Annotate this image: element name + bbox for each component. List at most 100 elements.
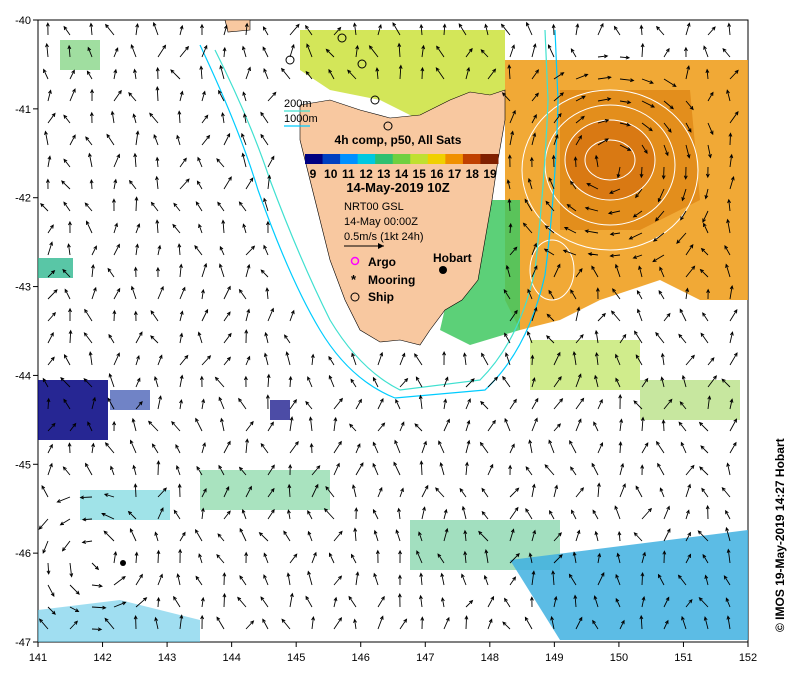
current-arrow — [89, 178, 94, 190]
current-arrow — [633, 330, 643, 344]
current-arrow — [354, 507, 359, 520]
current-arrow — [587, 252, 599, 257]
current-arrow — [113, 47, 119, 58]
current-arrow — [101, 512, 115, 520]
current-arrow — [64, 288, 71, 300]
current-arrow — [527, 288, 533, 300]
current-arrow — [307, 530, 313, 542]
current-arrow — [597, 552, 602, 564]
current-arrow — [67, 44, 72, 58]
current-arrow — [263, 244, 269, 256]
current-arrow — [465, 378, 475, 388]
current-arrow — [377, 615, 384, 630]
current-arrow — [723, 575, 731, 586]
current-arrow — [107, 397, 115, 410]
current-arrow — [685, 243, 694, 256]
current-arrow — [641, 596, 646, 608]
current-arrow — [663, 47, 670, 58]
current-arrow — [285, 351, 291, 366]
current-arrow — [133, 266, 138, 278]
current-arrow — [616, 166, 621, 179]
current-arrow — [683, 166, 688, 180]
current-arrow — [113, 287, 121, 300]
current-arrow — [47, 311, 57, 322]
current-arrow — [47, 332, 54, 344]
lon-tick-label: 148 — [481, 652, 499, 664]
current-arrow — [201, 507, 205, 520]
current-arrow — [487, 68, 497, 80]
current-arrow — [219, 64, 225, 80]
current-arrow — [702, 312, 709, 322]
current-arrow — [69, 562, 74, 578]
current-vectors — [38, 21, 739, 632]
colorbar-swatch — [445, 154, 464, 164]
current-arrow — [662, 550, 667, 564]
current-arrow — [267, 487, 275, 498]
current-arrow — [198, 553, 203, 564]
current-arrow — [239, 575, 247, 586]
current-arrow — [258, 531, 269, 542]
current-arrow — [263, 552, 269, 564]
current-arrow — [700, 445, 709, 454]
current-arrow — [465, 439, 471, 454]
current-arrow — [355, 443, 361, 454]
current-arrow — [703, 222, 709, 234]
current-arrow — [328, 355, 335, 366]
current-arrow — [243, 375, 248, 388]
colorbar-tick-label: 14 — [395, 167, 409, 181]
current-arrow — [685, 598, 693, 608]
current-arrow — [260, 596, 269, 608]
current-arrow — [685, 65, 691, 80]
current-arrow — [443, 508, 448, 520]
current-arrow — [156, 266, 160, 278]
current-arrow — [725, 263, 731, 278]
current-arrow — [597, 312, 606, 322]
current-arrow — [614, 263, 621, 278]
current-arrow — [333, 397, 343, 410]
current-arrow — [91, 286, 97, 300]
current-arrow — [47, 443, 53, 454]
current-arrow — [91, 583, 103, 588]
lon-tick-label: 150 — [610, 652, 628, 664]
current-arrow — [110, 465, 115, 476]
current-arrow — [575, 23, 580, 36]
current-arrow — [69, 69, 75, 80]
credit-text: © IMOS 19-May-2019 14:27 Hobart — [773, 438, 787, 632]
current-arrow — [685, 354, 695, 366]
lon-tick-label: 143 — [158, 652, 176, 664]
current-arrow — [103, 530, 115, 542]
current-arrow — [677, 574, 687, 586]
current-arrow — [351, 484, 357, 498]
current-arrow — [170, 69, 181, 80]
mooring-marker — [120, 560, 126, 566]
current-arrow — [201, 442, 206, 454]
current-arrow — [201, 114, 209, 124]
current-arrow — [260, 133, 269, 146]
current-arrow — [110, 110, 115, 124]
current-arrow — [632, 210, 643, 218]
current-arrow — [156, 460, 161, 476]
current-arrow — [636, 289, 643, 300]
current-arrow — [531, 483, 536, 498]
lon-tick-label: 145 — [287, 652, 305, 664]
current-arrow — [201, 355, 212, 366]
current-arrow — [572, 351, 577, 366]
current-arrow — [201, 487, 207, 498]
current-arrow — [546, 335, 555, 344]
current-arrow — [112, 198, 116, 212]
current-arrow — [47, 356, 55, 366]
current-arrow — [573, 594, 578, 608]
current-arrow — [618, 394, 623, 410]
current-arrow — [421, 506, 426, 520]
current-arrow — [47, 606, 56, 615]
current-arrow — [584, 229, 599, 234]
current-arrow — [443, 527, 449, 542]
current-arrow — [173, 509, 181, 520]
current-arrow — [47, 155, 52, 168]
current-arrow — [548, 289, 555, 300]
current-arrow — [655, 25, 665, 36]
current-arrow — [113, 222, 118, 234]
current-arrow — [707, 122, 714, 136]
current-arrow — [113, 243, 120, 256]
cool-water-region — [38, 600, 200, 642]
